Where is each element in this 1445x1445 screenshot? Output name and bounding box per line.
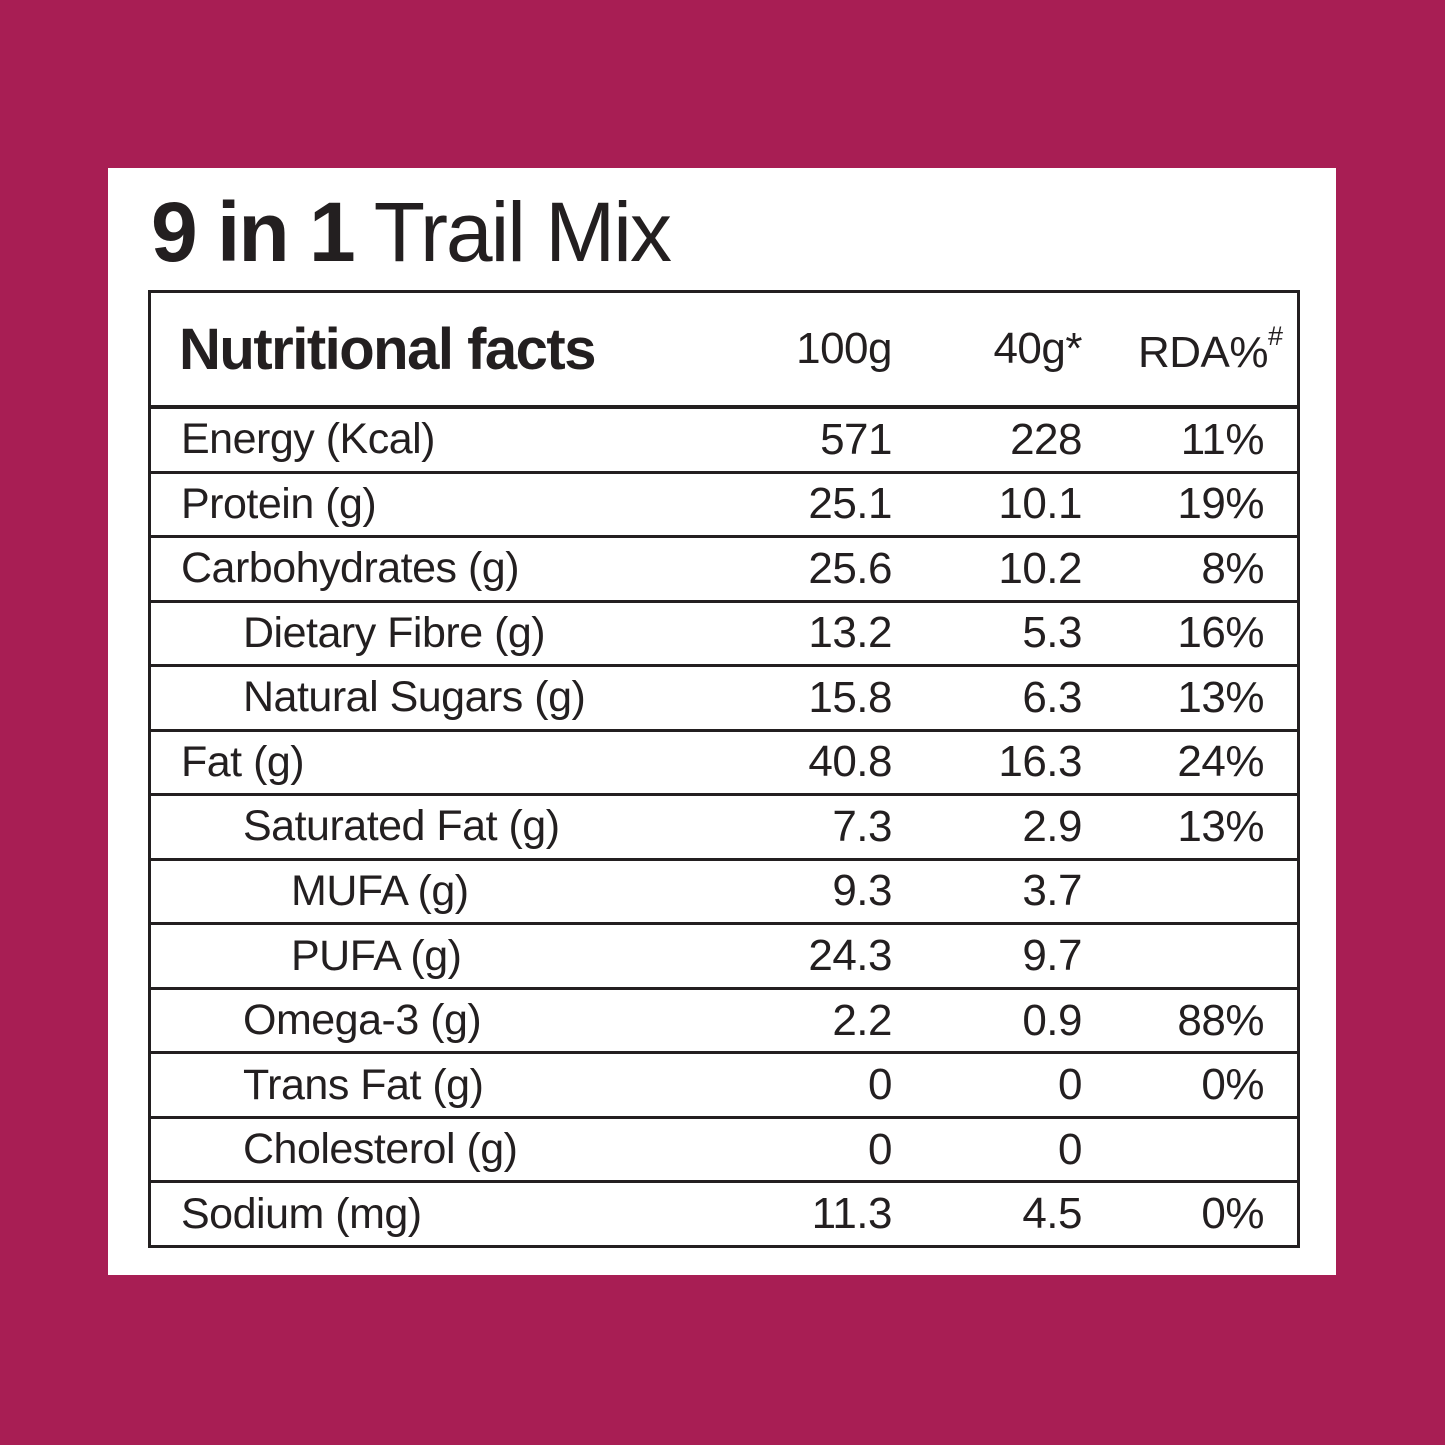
value-40g: 4.5: [1022, 1189, 1082, 1239]
value-40g: 228: [1010, 414, 1082, 464]
header-col-100g: 100g: [796, 324, 892, 373]
nutrition-label-card: 9 in 1 Trail Mix Nutritional facts 100g 4…: [108, 168, 1336, 1275]
table-row: PUFA (g) 24.3 9.7: [151, 922, 1297, 987]
value-rda: 16%: [1177, 608, 1264, 658]
row-label: Saturated Fat (g): [243, 802, 560, 851]
table-row: Dietary Fibre (g) 13.2 5.3 16%: [151, 599, 1297, 665]
header-nutritional-facts: Nutritional facts: [179, 316, 597, 382]
value-100g: 7.3: [832, 801, 892, 851]
row-label: Energy (Kcal): [181, 415, 435, 464]
value-40g: 16.3: [998, 737, 1082, 787]
table-row: Carbohydrates (g) 25.6 10.2 8%: [151, 535, 1297, 600]
row-label: Cholesterol (g): [243, 1125, 518, 1174]
product-title-regular: Trail Mix: [373, 185, 672, 279]
value-rda: 0%: [1201, 1189, 1264, 1239]
table-row: Cholesterol (g) 0 0: [151, 1115, 1297, 1181]
row-label: MUFA (g): [291, 866, 469, 915]
row-label: Carbohydrates (g): [181, 544, 520, 593]
header-col-40g: 40g*: [993, 324, 1082, 373]
row-label: Protein (g): [181, 479, 377, 528]
value-rda: 88%: [1177, 995, 1264, 1045]
value-100g: 15.8: [808, 672, 892, 722]
value-40g: 9.7: [1022, 931, 1082, 981]
header-col-rda: RDA%#: [1082, 321, 1297, 378]
value-100g: 571: [820, 414, 892, 464]
value-100g: 0: [868, 1124, 892, 1174]
header-col-rda-base: RDA%: [1137, 327, 1269, 377]
value-40g: 2.9: [1022, 801, 1082, 851]
row-label: Omega-3 (g): [243, 996, 482, 1045]
row-label: PUFA (g): [291, 931, 462, 980]
row-label: Natural Sugars (g): [243, 673, 586, 722]
value-100g: 25.1: [808, 479, 892, 529]
table-row: Trans Fat (g) 0 0 0%: [151, 1051, 1297, 1116]
value-40g: 3.7: [1022, 866, 1082, 916]
table-row: MUFA (g) 9.3 3.7: [151, 857, 1297, 923]
row-label: Dietary Fibre (g): [243, 608, 546, 657]
value-40g: 10.1: [998, 479, 1082, 529]
value-100g: 25.6: [808, 543, 892, 593]
table-header-row: Nutritional facts 100g 40g* RDA%#: [151, 293, 1297, 409]
row-label: Fat (g): [181, 737, 305, 786]
value-40g: 0.9: [1022, 995, 1082, 1045]
value-rda: 13%: [1177, 672, 1264, 722]
product-title-bold: 9 in 1: [151, 185, 356, 279]
value-rda: 8%: [1201, 543, 1264, 593]
table-row: Energy (Kcal) 571 228 11%: [151, 409, 1297, 471]
value-rda: 24%: [1177, 737, 1264, 787]
table-row: Saturated Fat (g) 7.3 2.9 13%: [151, 793, 1297, 858]
row-label: Trans Fat (g): [243, 1060, 484, 1109]
row-label: Sodium (mg): [181, 1189, 422, 1238]
table-row: Omega-3 (g) 2.2 0.9 88%: [151, 986, 1297, 1052]
nutrition-table: Nutritional facts 100g 40g* RDA%# Energy…: [148, 290, 1300, 1248]
value-100g: 0: [868, 1060, 892, 1110]
value-40g: 5.3: [1022, 608, 1082, 658]
table-row: Fat (g) 40.8 16.3 24%: [151, 728, 1297, 794]
value-100g: 11.3: [811, 1189, 893, 1239]
value-40g: 6.3: [1022, 672, 1082, 722]
value-100g: 40.8: [808, 737, 892, 787]
header-col-rda-superscript: #: [1267, 320, 1283, 351]
value-40g: 10.2: [998, 543, 1082, 593]
value-100g: 13.2: [808, 608, 892, 658]
value-100g: 9.3: [832, 866, 892, 916]
table-row: Protein (g) 25.1 10.1 19%: [151, 470, 1297, 536]
value-40g: 0: [1058, 1124, 1082, 1174]
value-40g: 0: [1058, 1060, 1082, 1110]
value-100g: 24.3: [808, 931, 892, 981]
value-rda: 11%: [1180, 414, 1265, 464]
value-rda: 13%: [1177, 801, 1264, 851]
value-100g: 2.2: [832, 995, 892, 1045]
value-rda: 19%: [1177, 479, 1264, 529]
table-row: Natural Sugars (g) 15.8 6.3 13%: [151, 664, 1297, 729]
product-title: 9 in 1 Trail Mix: [151, 190, 672, 274]
value-rda: 0%: [1201, 1060, 1264, 1110]
table-row: Sodium (mg) 11.3 4.5 0%: [151, 1180, 1297, 1245]
